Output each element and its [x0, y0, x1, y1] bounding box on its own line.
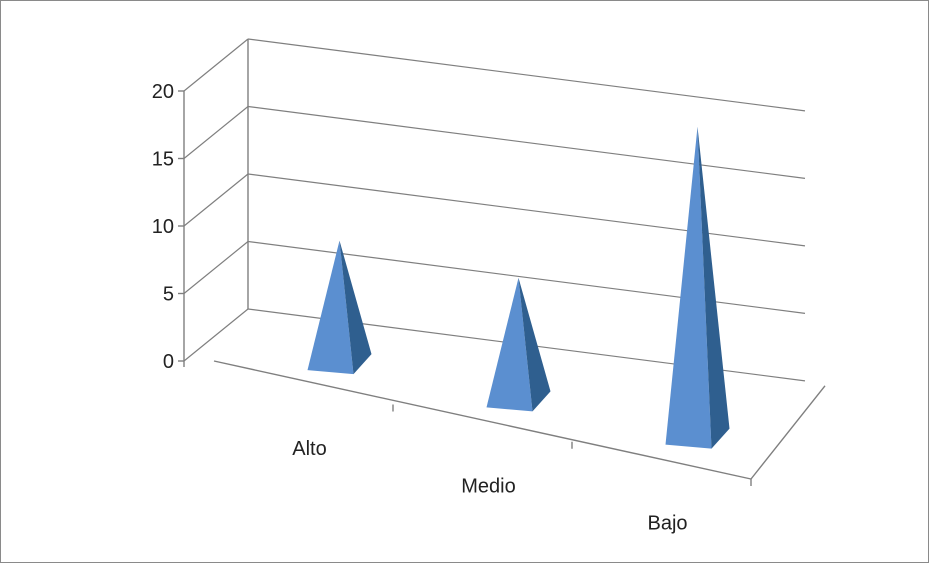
y-tick-label: 15 — [152, 149, 174, 171]
pyramid-side-face — [697, 126, 730, 449]
x-axis-categories: Alto Medio Bajo — [292, 438, 687, 535]
pyramid-side-face — [518, 277, 551, 412]
gridline — [247, 38, 806, 112]
gridline — [247, 105, 806, 179]
y-tick-label: 5 — [163, 284, 174, 306]
pyramid-front-face — [486, 277, 533, 412]
pyramids — [307, 126, 730, 449]
gridline — [247, 173, 806, 247]
y-tick-label: 0 — [163, 351, 174, 373]
x-category-label: Alto — [292, 438, 326, 460]
gridline-side — [183, 38, 249, 92]
x-axis-line — [213, 360, 752, 480]
gridline-side — [183, 173, 249, 227]
x-category-label: Medio — [461, 475, 515, 497]
y-tick-label: 20 — [152, 81, 174, 103]
floor-right-edge — [750, 385, 826, 480]
gridline-side — [183, 106, 249, 159]
pyramid-front-face — [307, 240, 354, 375]
y-tick-label: 10 — [152, 216, 174, 238]
x-category-label: Bajo — [647, 513, 687, 535]
gridline-side — [183, 241, 249, 294]
y-axis-ticks: 0 5 10 15 20 — [152, 81, 184, 373]
pyramid-side-face — [339, 240, 372, 375]
gridline-side — [183, 308, 249, 362]
axes — [183, 39, 826, 486]
pyramid-front-face — [665, 126, 712, 449]
